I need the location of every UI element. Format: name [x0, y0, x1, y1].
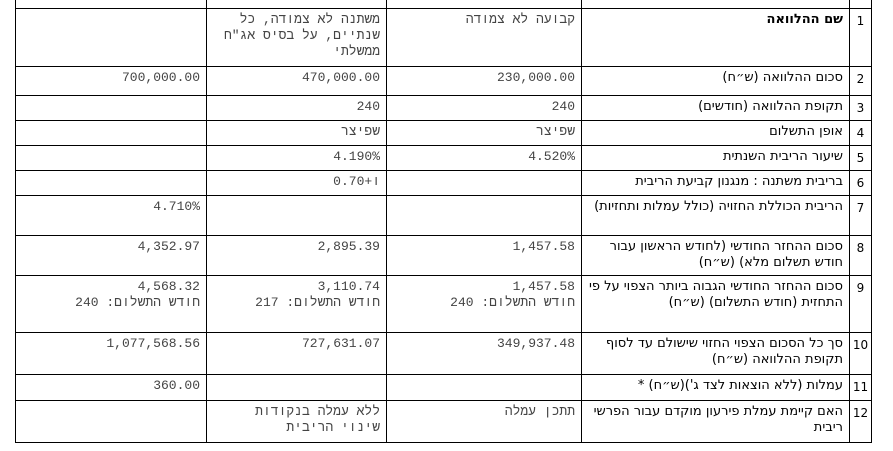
row-number: 1: [849, 8, 872, 67]
cell: ללא עמלה בנקודות שינוי הריבית: [206, 400, 387, 443]
table-row: 9 סכום ההחזר החודשי הגבוה ביותר הצפוי על …: [15, 275, 872, 333]
row-number: 4: [849, 120, 872, 146]
cell-line: חודש התשלום: 240: [450, 295, 575, 310]
cell: [15, 95, 207, 121]
table-row: 2 סכום ההלוואה (ש״ח) 230,000.00 470,000.00 7…: [15, 66, 872, 96]
row-label: סכום ההחזר החודשי הגבוה ביותר הצפוי על פ…: [581, 275, 850, 333]
row-number: 9: [849, 275, 872, 333]
row-label: הריבית הכוללת החזויה (כולל עמלות ותחזיות…: [581, 195, 850, 236]
cell: תתכן עמלה: [386, 400, 582, 443]
cell-line: חודש התשלום: 217: [255, 295, 380, 310]
cell: [15, 170, 207, 196]
cell: שפיצר: [206, 120, 387, 146]
table-row: 1 שם ההלוואה קבועה לא צמודה משתנה לא צמודה,…: [15, 8, 872, 67]
cell: [15, 8, 207, 67]
row-number: 8: [849, 235, 872, 276]
row-label: עמלות (ללא הוצאות לצד ג')(ש״ח) *: [581, 374, 850, 401]
cell: 240: [206, 95, 387, 121]
table-row: 7 הריבית הכוללת החזויה (כולל עמלות ותחזיו…: [15, 195, 872, 236]
cell: 2,895.39: [206, 235, 387, 276]
row-label: שם ההלוואה: [581, 8, 850, 67]
row-number: 7: [849, 195, 872, 236]
cell: 700,000.00: [15, 66, 207, 96]
cell: [386, 195, 582, 236]
loan-table: 1 שם ההלוואה קבועה לא צמודה משתנה לא צמודה,…: [15, 0, 872, 443]
cell: [15, 145, 207, 171]
cell-text: ו+0.70: [333, 174, 380, 189]
row-label: סכום ההלוואה (ש״ח): [581, 66, 850, 96]
cell: 349,937.48: [386, 332, 582, 375]
row-number: 3: [849, 95, 872, 121]
cell: 4.710%: [15, 195, 207, 236]
cell: משתנה לא צמודה, כל שנתיים, על בסיס אג"ח …: [206, 8, 387, 67]
row-number: 11: [849, 374, 872, 401]
row-number: 12: [849, 400, 872, 443]
cell: ו+0.70: [206, 170, 387, 196]
cell-line: 1,457.58: [512, 279, 575, 294]
cell: 230,000.00: [386, 66, 582, 96]
cell: 3,110.74 חודש התשלום: 217: [206, 275, 387, 333]
row-number: 10: [849, 332, 872, 375]
row-label: בריבית משתנה : מנגנון קביעת הריבית: [581, 170, 850, 196]
cell: 470,000.00: [206, 66, 387, 96]
table-row: 3 תקופת ההלוואה (חודשים) 240 240: [15, 95, 872, 121]
table-row: 4 אופן התשלום שפיצר שפיצר: [15, 120, 872, 146]
row-label: תקופת ההלוואה (חודשים): [581, 95, 850, 121]
cell: 4.190%: [206, 145, 387, 171]
cell: [206, 374, 387, 401]
cell: [386, 374, 582, 401]
cell: 1,457.58 חודש התשלום: 240: [386, 275, 582, 333]
table-row: 12 האם קיימת עמלת פירעון מוקדם עבור הפרשי…: [15, 400, 872, 443]
header-row: [15, 0, 872, 9]
cell: 1,457.58: [386, 235, 582, 276]
cell: 4.520%: [386, 145, 582, 171]
table-row: 5 שיעור הריבית השנתית 4.520% 4.190%: [15, 145, 872, 171]
cell-line: 4,568.32: [137, 279, 200, 294]
row-label: אופן התשלום: [581, 120, 850, 146]
row-label: האם קיימת עמלת פירעון מוקדם עבור הפרשי ר…: [581, 400, 850, 443]
table-wrap: 1 שם ההלוואה קבועה לא צמודה משתנה לא צמודה,…: [15, 0, 872, 443]
cell: קבועה לא צמודה: [386, 8, 582, 67]
row-number: 2: [849, 66, 872, 96]
cell: 4,568.32 חודש התשלום: 240: [15, 275, 207, 333]
cell: 1,077,568.56: [15, 332, 207, 375]
cell: [15, 400, 207, 443]
cell: 360.00: [15, 374, 207, 401]
row-label: סכום ההחזר החודשי (לחודש הראשון עבור חוד…: [581, 235, 850, 276]
cell: 240: [386, 95, 582, 121]
table-row: 10 סך כל הסכום הצפוי החזוי שישולם עד לסוף…: [15, 332, 872, 375]
cell: 727,631.07: [206, 332, 387, 375]
table-row: 11 עמלות (ללא הוצאות לצד ג')(ש״ח) * 360.00: [15, 374, 872, 401]
cell: [386, 170, 582, 196]
cell-line: חודש התשלום: 240: [75, 295, 200, 310]
table-row: 6 בריבית משתנה : מנגנון קביעת הריבית ו+0.7…: [15, 170, 872, 196]
row-number: 5: [849, 145, 872, 171]
cell: שפיצר: [386, 120, 582, 146]
table-row: 8 סכום ההחזר החודשי (לחודש הראשון עבור חו…: [15, 235, 872, 276]
row-number: 6: [849, 170, 872, 196]
row-label: שיעור הריבית השנתית: [581, 145, 850, 171]
cell: 4,352.97: [15, 235, 207, 276]
cell: [206, 195, 387, 236]
cell-line: 3,110.74: [317, 279, 380, 294]
row-label: סך כל הסכום הצפוי החזוי שישולם עד לסוף ת…: [581, 332, 850, 375]
cell: [15, 120, 207, 146]
